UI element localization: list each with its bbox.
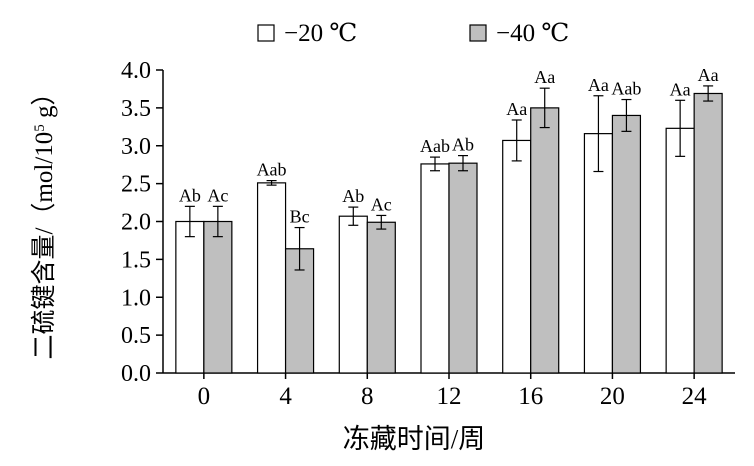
y-tick-label: 0.0 (121, 361, 151, 387)
bar-series-2 (366, 221, 396, 374)
y-axis-label-unit: g） (30, 80, 58, 124)
significance-label-series-2: Aa (698, 65, 719, 85)
significance-label-series-1: Aa (588, 75, 609, 95)
y-tick-label: 0.5 (121, 323, 151, 349)
legend-swatch-series-1 (257, 24, 275, 42)
x-tick-label: 8 (361, 383, 374, 410)
y-tick-label: 1.0 (121, 285, 151, 311)
y-tick-label: 1.5 (121, 247, 151, 273)
bar-series-2 (611, 114, 642, 374)
y-axis-label-sup: 5 (32, 124, 48, 132)
significance-label-series-1: Aab (420, 136, 450, 156)
significance-label-series-1: Aa (506, 99, 527, 119)
significance-label-series-1: Aab (257, 160, 287, 180)
bar-series-1 (338, 215, 368, 374)
y-tick-label: 4.0 (121, 58, 151, 84)
bar-series-1 (420, 163, 450, 374)
significance-label-series-1: Ab (342, 186, 364, 206)
x-axis-label: 冻藏时间/周 (343, 424, 486, 454)
bar-series-2 (693, 92, 723, 374)
significance-label-series-2: Ac (207, 185, 228, 205)
x-tick-label: 0 (198, 383, 211, 410)
bar-series-1 (256, 182, 287, 374)
x-tick-label: 4 (279, 383, 292, 410)
significance-label-series-1: Aa (670, 79, 691, 99)
significance-label-series-2: Aab (611, 79, 641, 99)
significance-label-series-2: Ac (371, 194, 392, 214)
y-tick-label: 3.5 (121, 96, 151, 122)
legend-label-series-2: −40 ℃ (496, 20, 569, 47)
legend-label-series-1: −20 ℃ (284, 20, 357, 47)
x-tick-label: 24 (682, 383, 708, 410)
y-tick-label: 2.0 (121, 210, 151, 236)
y-tick-label: 3.0 (121, 134, 151, 160)
legend-swatch-series-2 (469, 24, 487, 42)
y-axis-label: 二硫键含量/（mol/105 g） (30, 80, 58, 359)
bar-series-2 (530, 107, 560, 374)
y-tick-label: 2.5 (121, 172, 151, 198)
x-tick-label: 20 (600, 383, 625, 410)
y-axis-label-main: 二硫键含量/（mol/10 (30, 132, 58, 360)
significance-label-series-2: Bc (290, 207, 310, 227)
bar-series-2 (203, 220, 233, 374)
significance-label-series-2: Ab (452, 135, 474, 155)
bar-series-1 (665, 127, 695, 374)
bar-series-1 (502, 139, 532, 374)
legend: −20 ℃ −40 ℃ (257, 20, 569, 47)
bar-series-1 (175, 220, 205, 374)
x-tick-label: 16 (518, 383, 543, 410)
x-tick-label: 12 (437, 383, 462, 410)
significance-label-series-2: Aa (534, 67, 555, 87)
axes: 0.0 0.5 1.0 1.5 2.0 2.5 3.0 3.5 4.0 0 4 8 12 16 20 24 (121, 58, 735, 410)
bar-series-2 (448, 162, 478, 374)
significance-label-series-1: Ab (179, 185, 201, 205)
error-bars (184, 85, 714, 271)
